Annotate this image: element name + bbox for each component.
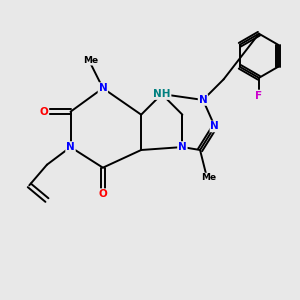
Text: O: O	[40, 107, 48, 117]
Text: N: N	[178, 142, 187, 152]
Text: Me: Me	[201, 173, 217, 182]
Text: N: N	[98, 83, 107, 93]
Text: O: O	[98, 189, 107, 199]
Text: N: N	[66, 142, 75, 152]
Text: N: N	[210, 122, 219, 131]
Text: NH: NH	[153, 89, 170, 99]
Text: Me: Me	[83, 56, 99, 65]
Text: F: F	[255, 91, 262, 100]
Text: N: N	[199, 95, 207, 105]
